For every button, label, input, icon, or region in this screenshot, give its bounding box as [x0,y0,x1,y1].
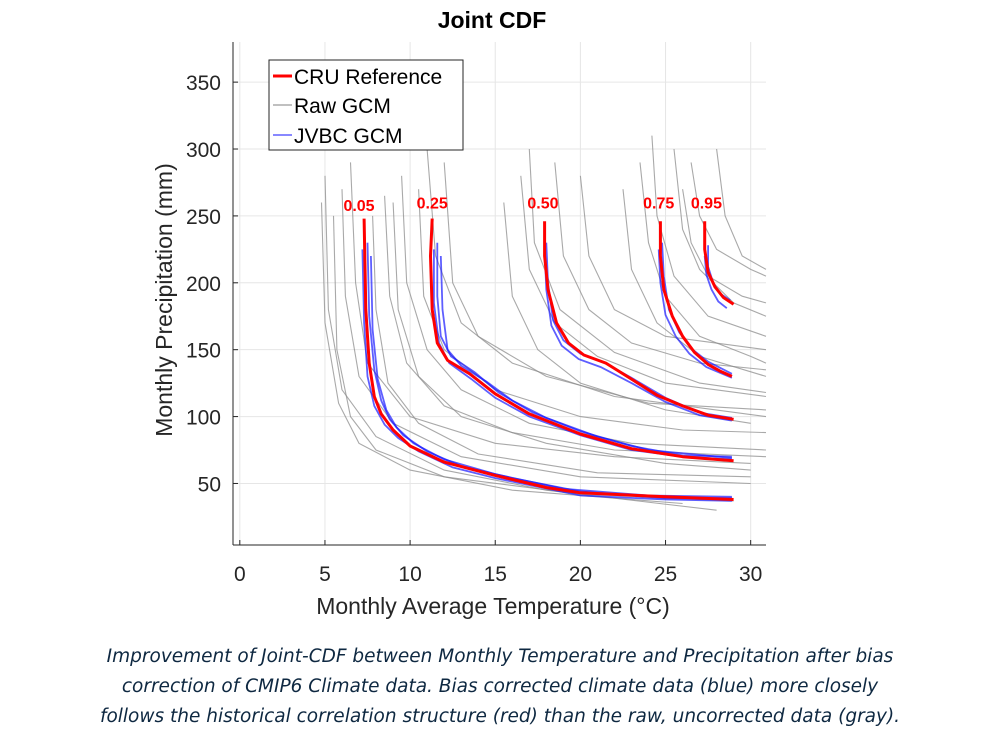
raw-gcm-line-0.05 [372,215,751,478]
raw-gcm-line-0.05 [320,202,683,505]
jvbc-gcm-line-0.95 [703,255,728,309]
cru-reference-line-0.50 [543,221,734,421]
cru-reference-line-0.25 [429,218,734,463]
raw-gcm-line-0.50 [528,148,767,394]
x-tick-label: 20 [569,563,592,586]
y-axis-label: Monthly Precipitation (mm) [151,163,177,437]
legend: CRU Reference Raw GCM JVBC GCM [268,59,464,151]
raw-gcm-line-0.25 [384,195,767,458]
caption-line: Improvement of Joint-CDF between Monthly… [106,646,894,667]
y-tick-label: 50 [198,473,221,496]
raw-gcm-line-0.95 [682,189,767,304]
raw-gcm-line-0.25 [401,175,767,451]
raw-gcm-curves [320,135,767,511]
caption-line: correction of CMIP6 Climate data. Bias c… [121,676,879,697]
x-tick-label: 15 [484,563,507,586]
x-tick-label: 10 [398,563,421,586]
raw-gcm-line-0.25 [443,162,767,411]
quantile-label-0.25: 0.25 [417,196,448,213]
raw-gcm-line-0.05 [332,215,734,502]
raw-gcm-line-0.75 [622,189,767,377]
jvbc-gcm-line-0.75 [657,249,733,379]
legend-label-raw: Raw GCM [294,95,391,118]
y-tick-label: 250 [186,206,221,229]
legend-label-cru: CRU Reference [294,66,442,89]
joint-cdf-chart: 0.05 0.25 0.50 0.75 0.95 0 5 10 15 20 25 30 50 100 15… [151,7,767,619]
cru-reference-line-0.95 [703,221,735,306]
y-tick-label: 300 [186,139,221,162]
raw-gcm-line-0.75 [651,135,767,337]
caption-line: follows the historical correlation struc… [99,706,901,727]
x-tick-label: 25 [654,563,677,586]
raw-gcm-line-0.95 [690,162,767,277]
jvbc-gcm-line-0.25 [439,255,732,459]
y-tick-label: 350 [186,72,221,95]
quantile-label-0.95: 0.95 [691,196,722,213]
quantile-labels: 0.05 0.25 0.50 0.75 0.95 [343,196,722,216]
y-tick-label: 200 [186,273,221,296]
raw-gcm-line-0.95 [716,148,767,270]
quantile-label-0.75: 0.75 [643,196,674,213]
raw-gcm-line-0.25 [418,189,767,434]
raw-gcm-line-0.25 [426,148,767,418]
chart-title: Joint CDF [438,7,547,33]
y-tick-label: 150 [186,340,221,363]
cru-reference-line-0.05 [362,218,734,501]
figure-caption: Improvement of Joint-CDF between Monthly… [0,642,1000,732]
raw-gcm-line-0.75 [673,148,767,317]
raw-gcm-line-0.05 [324,175,717,511]
cru-reference-curves [362,218,735,501]
raw-gcm-line-0.50 [520,175,767,398]
raw-gcm-line-0.50 [503,202,751,424]
jvbc-gcm-line-0.05 [370,255,732,498]
raw-gcm-line-0.75 [639,162,767,364]
jvbc-gcm-line-0.50 [543,249,733,422]
y-tick-label: 100 [186,407,221,430]
legend-box [268,59,464,151]
quantile-label-0.50: 0.50 [527,196,558,213]
quantile-label-0.05: 0.05 [343,198,374,215]
x-axis-label: Monthly Average Temperature (°C) [316,593,670,619]
raw-gcm-line-0.50 [579,175,767,351]
cru-reference-line-0.75 [658,221,733,378]
raw-gcm-line-0.25 [392,202,751,471]
x-tick-label: 30 [739,563,762,586]
x-tick-label: 5 [319,563,331,586]
x-tick-label: 0 [234,563,246,586]
axes: 0 5 10 15 20 25 30 50 100 150 200 250 300 350 [186,42,766,586]
legend-label-jvbc: JVBC GCM [294,125,403,148]
raw-gcm-line-0.05 [349,162,751,464]
